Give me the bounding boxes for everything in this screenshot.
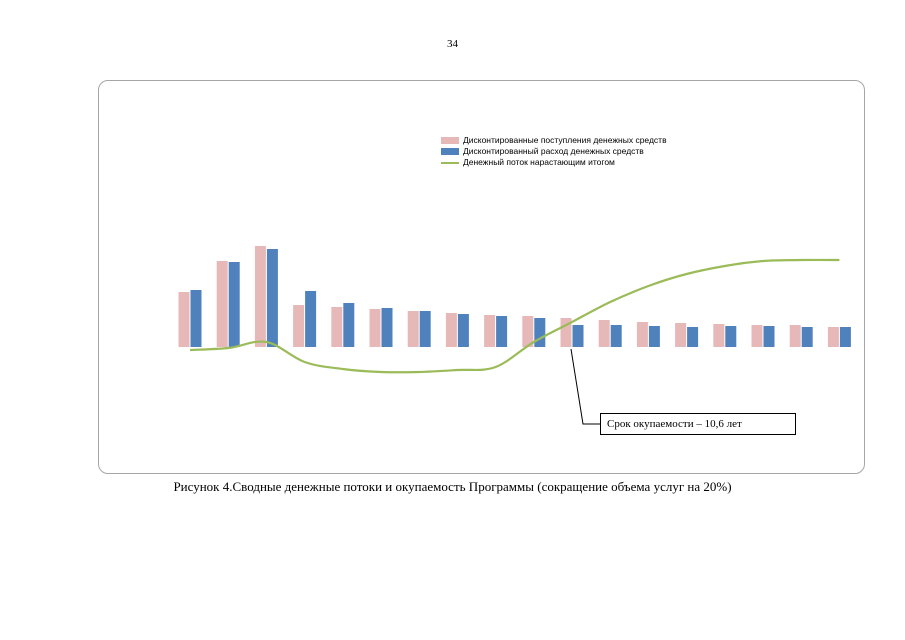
bar-outflow	[266, 249, 278, 347]
callout-leader	[570, 348, 600, 425]
bar-inflow	[560, 318, 572, 347]
bar-inflow	[827, 327, 839, 347]
bar-outflow	[687, 327, 699, 347]
legend-item-cumulative: Денежный поток нарастающим итогом	[441, 157, 681, 168]
legend-swatch-cumulative	[441, 162, 459, 164]
bar-outflow	[534, 318, 546, 347]
legend-item-inflow: Дисконтированные поступления денежных ср…	[441, 135, 681, 146]
bar-inflow	[522, 316, 534, 347]
legend-label-cumulative: Денежный поток нарастающим итогом	[463, 157, 615, 167]
bar-outflow	[228, 262, 240, 347]
legend-label-inflow: Дисконтированные поступления денежных ср…	[463, 135, 667, 145]
cumulative-flow-line	[189, 258, 840, 374]
bar-inflow	[713, 324, 725, 347]
bar-inflow	[293, 305, 305, 347]
payback-callout: Срок окупаемости – 10,6 лет	[600, 413, 796, 435]
bar-inflow	[331, 307, 343, 347]
bar-outflow	[419, 311, 431, 347]
bar-inflow	[751, 325, 763, 347]
bar-inflow	[216, 261, 228, 347]
legend-swatch-outflow	[441, 148, 459, 155]
bar-outflow	[648, 326, 660, 347]
bar-outflow	[343, 303, 355, 347]
bar-inflow	[407, 311, 419, 347]
bar-inflow	[675, 323, 687, 347]
page-number: 34	[447, 38, 458, 50]
bar-inflow	[789, 325, 801, 347]
legend: Дисконтированные поступления денежных ср…	[441, 135, 681, 168]
bar-outflow	[381, 308, 393, 347]
bar-inflow	[484, 315, 496, 347]
bar-outflow	[496, 316, 508, 347]
bar-outflow	[610, 325, 622, 347]
legend-item-outflow: Дисконтированный расход денежных средств	[441, 146, 681, 157]
bar-outflow	[190, 290, 202, 347]
bar-outflow	[572, 325, 584, 347]
legend-swatch-inflow	[441, 137, 459, 144]
bar-inflow	[254, 246, 266, 347]
bar-inflow	[598, 320, 610, 347]
bar-outflow	[305, 291, 317, 347]
bar-outflow	[763, 326, 775, 347]
bar-outflow	[725, 326, 737, 347]
bar-outflow	[801, 327, 813, 347]
bar-inflow	[178, 292, 190, 347]
bar-inflow	[369, 309, 381, 347]
legend-label-outflow: Дисконтированный расход денежных средств	[463, 146, 644, 156]
bar-inflow	[445, 313, 457, 347]
bar-inflow	[636, 322, 648, 347]
figure-caption: Рисунок 4.Сводные денежные потоки и окуп…	[173, 479, 732, 494]
bar-outflow	[839, 327, 851, 347]
bar-outflow	[457, 314, 469, 347]
